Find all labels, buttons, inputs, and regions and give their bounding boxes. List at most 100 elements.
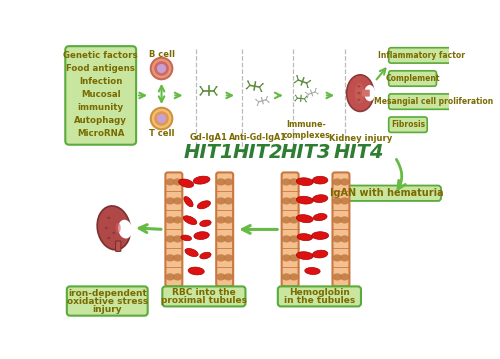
FancyBboxPatch shape [166,172,182,286]
Ellipse shape [104,227,108,229]
Ellipse shape [306,97,308,98]
FancyBboxPatch shape [333,186,441,201]
Ellipse shape [282,216,291,224]
Ellipse shape [266,96,268,97]
Ellipse shape [268,102,270,103]
Ellipse shape [296,75,298,76]
Text: injury: injury [92,305,122,314]
FancyBboxPatch shape [282,172,298,286]
Ellipse shape [346,75,374,111]
Text: immunity: immunity [78,103,124,112]
Ellipse shape [166,216,175,224]
Ellipse shape [332,254,342,261]
Ellipse shape [166,273,175,280]
Ellipse shape [151,58,172,79]
Text: Immune-
complexes: Immune- complexes [282,120,330,140]
Text: in the tubules: in the tubules [284,296,355,305]
Ellipse shape [364,85,375,101]
Text: Fibrosis: Fibrosis [391,120,425,129]
Ellipse shape [282,273,291,280]
FancyBboxPatch shape [388,71,436,86]
Ellipse shape [294,82,296,83]
Ellipse shape [151,108,172,129]
Ellipse shape [289,235,298,243]
Text: Genetic factors: Genetic factors [64,51,138,60]
Ellipse shape [224,273,233,280]
Ellipse shape [340,254,349,261]
Ellipse shape [200,220,211,227]
Ellipse shape [216,94,218,95]
Ellipse shape [173,273,182,280]
Ellipse shape [340,273,349,280]
Ellipse shape [262,83,264,84]
Text: Kidney injury: Kidney injury [328,134,392,143]
Ellipse shape [181,235,192,241]
Ellipse shape [198,201,210,209]
Ellipse shape [216,216,226,224]
Ellipse shape [184,197,193,207]
Text: Autophagy: Autophagy [74,116,127,125]
Ellipse shape [246,88,248,89]
Ellipse shape [97,206,130,250]
FancyBboxPatch shape [332,172,349,286]
Text: IgAN with hematuria: IgAN with hematuria [330,188,444,198]
Ellipse shape [289,178,298,186]
Text: Anti-Gd-IgA1: Anti-Gd-IgA1 [229,132,286,141]
Ellipse shape [224,178,233,186]
Ellipse shape [312,232,328,239]
Ellipse shape [297,234,312,241]
FancyBboxPatch shape [162,286,246,307]
FancyBboxPatch shape [66,46,136,145]
FancyBboxPatch shape [216,172,233,286]
Ellipse shape [282,178,291,186]
Ellipse shape [306,96,308,97]
Ellipse shape [166,235,175,243]
Ellipse shape [216,254,226,261]
Ellipse shape [173,235,182,243]
Ellipse shape [188,267,204,275]
Ellipse shape [332,273,342,280]
Ellipse shape [216,178,226,186]
Ellipse shape [200,252,211,259]
Ellipse shape [216,235,226,243]
Text: Gd-IgA1: Gd-IgA1 [190,132,228,141]
Text: HIT1: HIT1 [184,143,234,162]
Ellipse shape [116,223,120,233]
Ellipse shape [166,178,175,186]
Ellipse shape [306,101,307,102]
FancyBboxPatch shape [67,286,148,316]
Ellipse shape [185,248,198,257]
Ellipse shape [194,232,210,239]
Ellipse shape [289,216,298,224]
Ellipse shape [312,176,328,184]
Text: Hemoglobin: Hemoglobin [289,288,350,297]
Ellipse shape [183,216,197,225]
Text: HIT2: HIT2 [232,143,283,162]
Ellipse shape [224,235,233,243]
Ellipse shape [332,178,342,186]
Ellipse shape [282,235,291,243]
Text: B cell: B cell [148,50,174,59]
Ellipse shape [216,273,226,280]
Ellipse shape [296,196,313,204]
Ellipse shape [332,216,342,224]
Ellipse shape [314,214,327,221]
Ellipse shape [357,92,360,94]
Ellipse shape [307,87,308,88]
Ellipse shape [256,105,258,106]
Text: HIT3: HIT3 [281,143,332,162]
Ellipse shape [216,86,218,87]
Ellipse shape [282,197,291,205]
Ellipse shape [173,178,182,186]
Ellipse shape [340,235,349,243]
Ellipse shape [289,254,298,261]
Ellipse shape [154,111,169,126]
Ellipse shape [357,85,360,88]
FancyBboxPatch shape [388,117,427,132]
Ellipse shape [224,216,233,224]
Ellipse shape [355,83,364,103]
Ellipse shape [200,94,202,95]
Ellipse shape [216,197,226,205]
Ellipse shape [200,86,202,87]
FancyBboxPatch shape [388,48,455,63]
